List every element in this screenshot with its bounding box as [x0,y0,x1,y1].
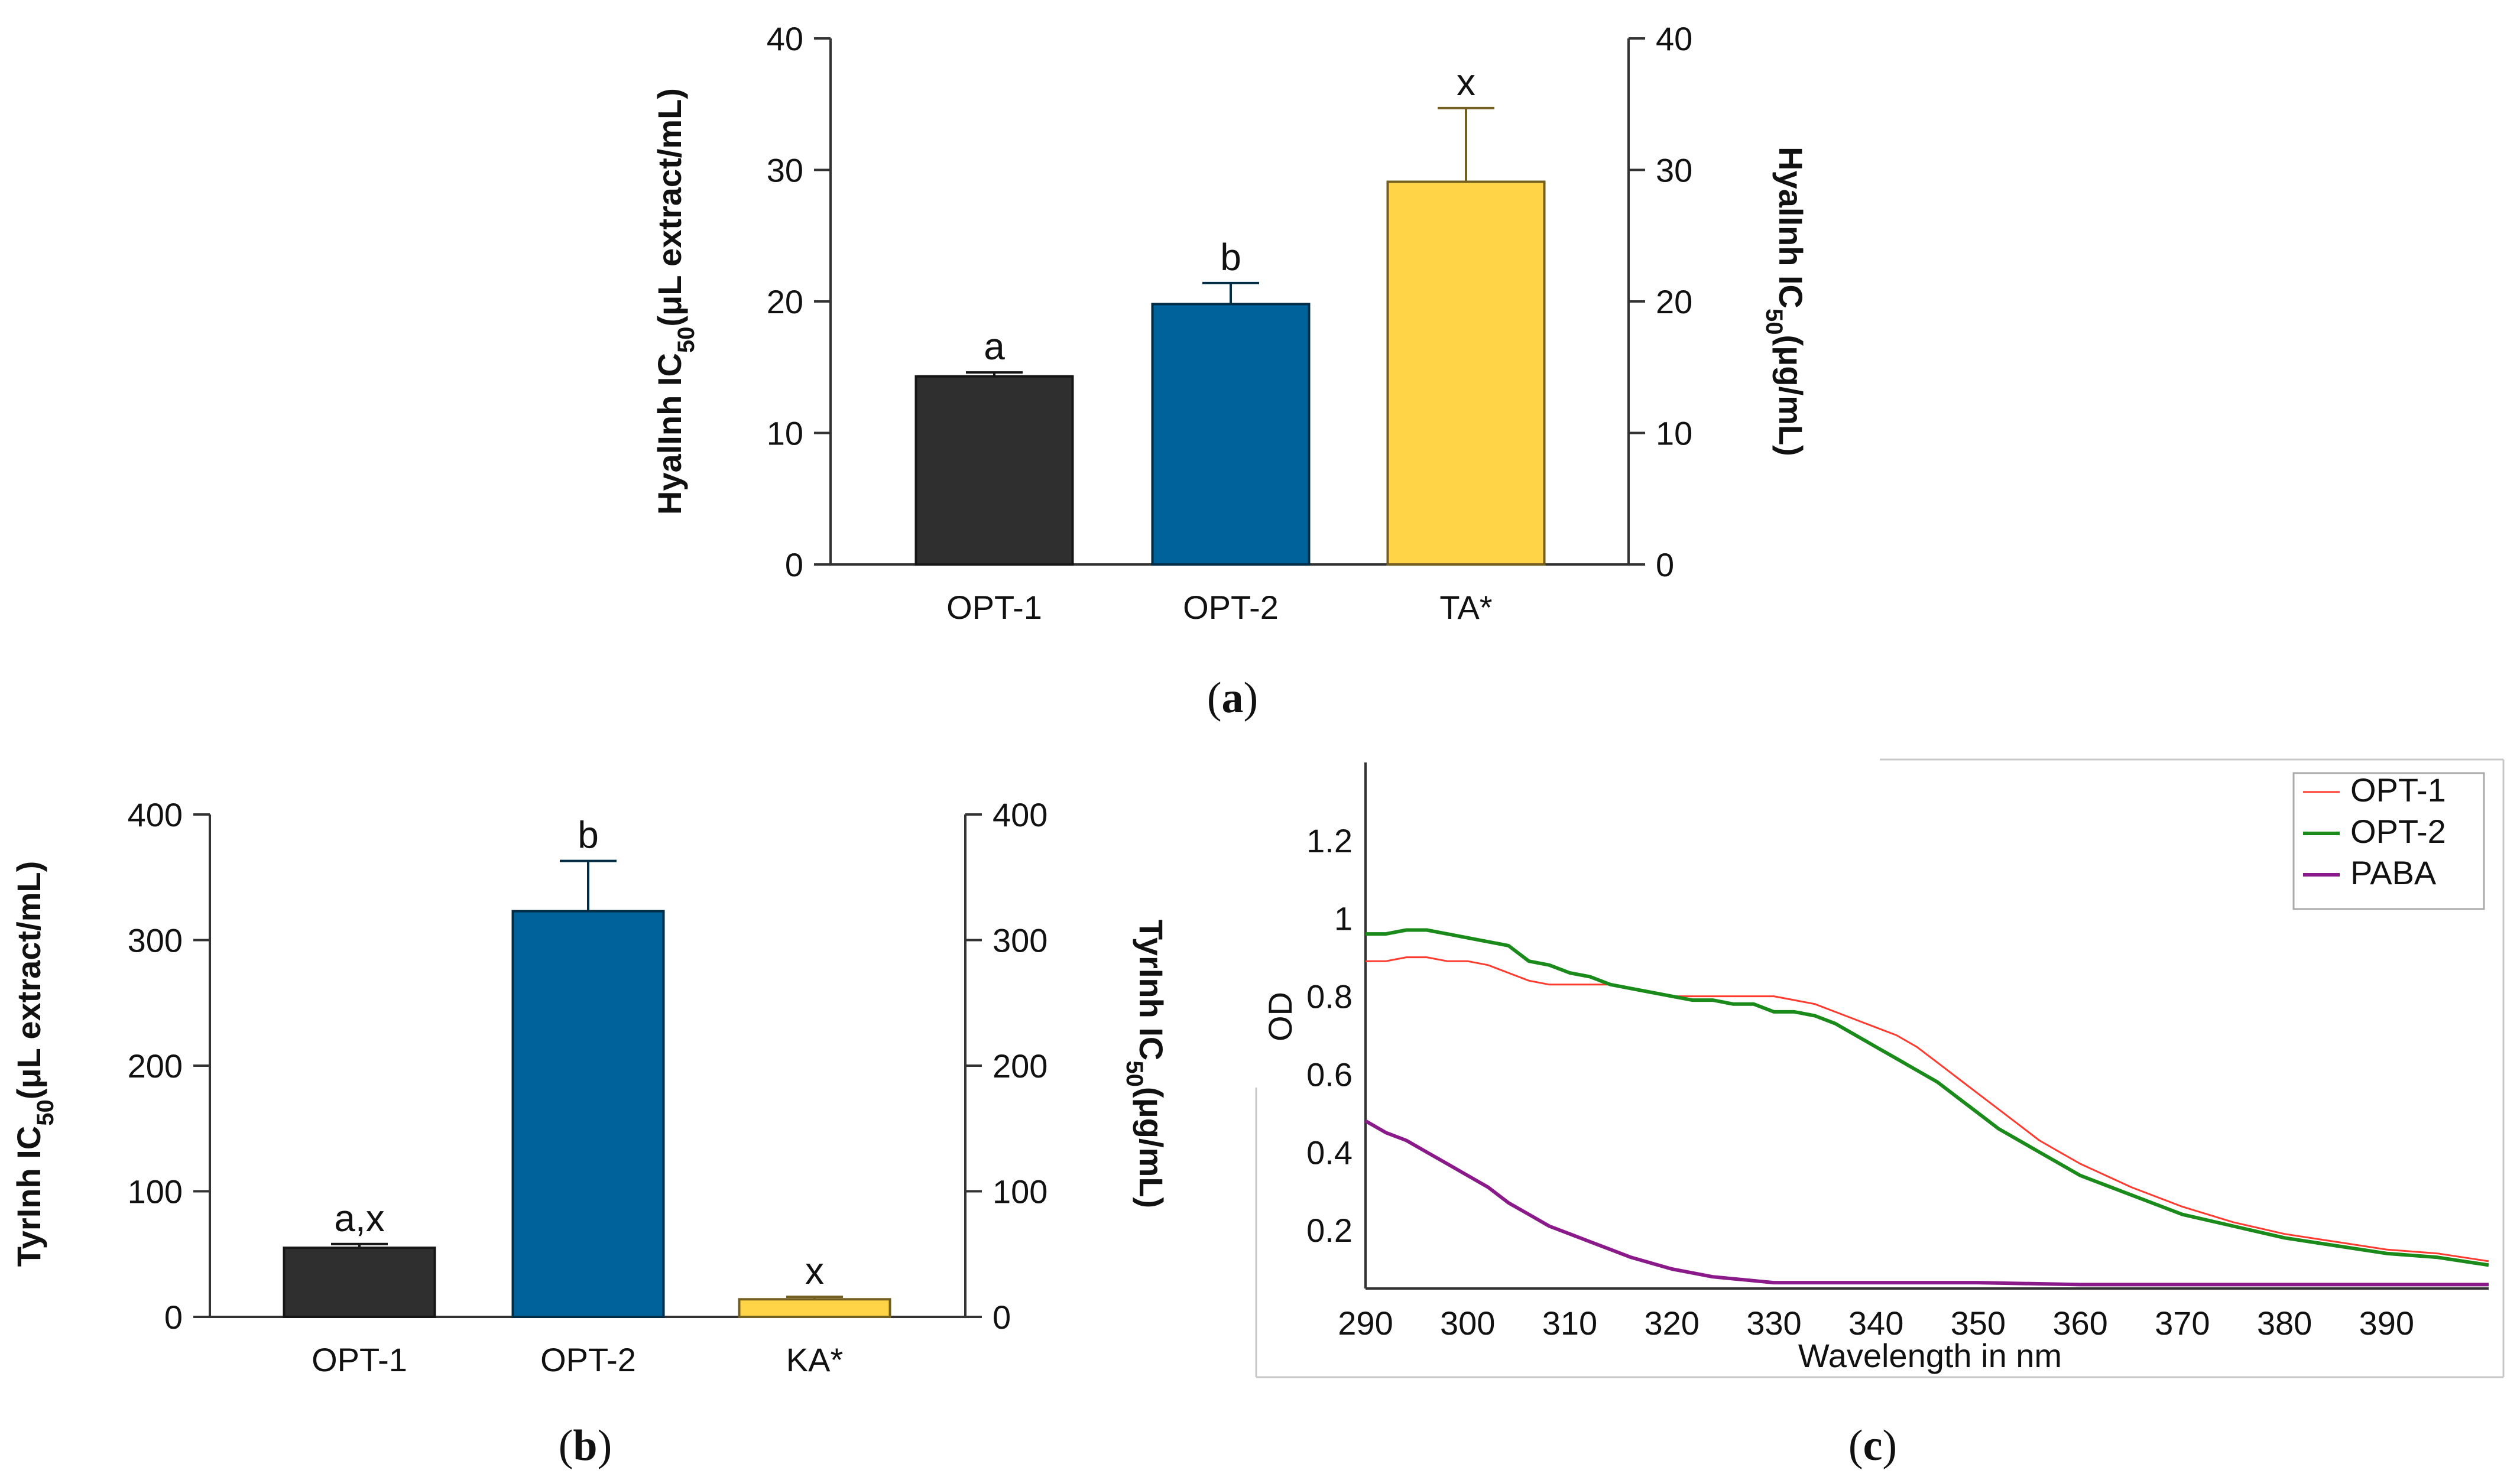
panel-a-bar-opt1 [914,375,1074,566]
panel-a-left-tick-label: 30 [767,152,803,189]
panel-b-significance-label: b [578,814,599,856]
panel-a-bar-opt2 [1151,303,1311,566]
panel-a-right-tick-label: 10 [1656,415,1692,452]
panel-a-right-tick-label: 30 [1656,152,1692,189]
panel-a-category-label: OPT-1 [946,589,1042,626]
panel-c-y-tick-label: 0.2 [1306,1212,1353,1249]
panel-c-xlabel: Wavelength in nm [1798,1337,2062,1374]
panel-b-left-tick-label: 100 [128,1173,183,1210]
panel-a-left-ylabel: HyalInh IC50(μL extract/mL) [651,88,699,515]
panel-a-category-label: OPT-2 [1183,589,1279,626]
panel-c-y-tick-label: 0.8 [1306,978,1353,1015]
panel-c-legend-label: OPT-1 [2350,771,2446,809]
panel-a-bar-ta [1386,180,1546,566]
panel-a-left-tick-label: 0 [785,546,803,583]
panel-b-left-tick-label: 300 [128,922,183,959]
panel-c-lines [1364,928,2489,1287]
panel-c-x-tick-label: 320 [1644,1304,1699,1342]
panel-a-category-label: TA* [1439,589,1492,626]
panel-b-left-tick-label: 200 [128,1047,183,1085]
panel-c-x-tick-label: 360 [2052,1304,2107,1342]
panel-c-ticks: 290 300 310 320 330 340 350 360 370 380 390 0.2 0.4 0… [1306,822,2414,1342]
panel-c-legend-label: OPT-2 [2350,813,2446,850]
panel-c-x-tick-label: 380 [2257,1304,2312,1342]
panel-b-left-tick-label: 0 [164,1299,183,1336]
panel-a-left-tick-label: 20 [767,283,803,320]
panel-b-right-ylabel: TyrInh IC50(μg/mL) [1121,920,1170,1208]
panel-c-x-tick-label: 390 [2359,1304,2414,1342]
panel-b-left-tick-label: 400 [128,796,183,833]
panel-c-x-tick-label: 350 [1951,1304,2006,1342]
panel-a-significance-label: x [1457,61,1475,103]
panel-a-significance-label: a [984,325,1005,368]
panel-c-y-tick-label: 0.4 [1306,1134,1353,1171]
panel-b-ticks: 0 0 100 100 200 200 300 300 400 400 [128,796,1048,1336]
panel-c-y-tick-label: 0.6 [1306,1056,1353,1093]
panel-b-right-tick-label: 0 [993,1299,1011,1336]
panel-b-bars: a,x OPT-1 b OPT-2 x KA* [283,814,891,1378]
panel-c-x-tick-label: 310 [1542,1304,1597,1342]
panel-a-significance-label: b [1220,236,1241,278]
panel-c-line-paba [1364,1119,2489,1287]
panel-b-category-label: OPT-2 [540,1341,636,1378]
panel-a-right-tick-label: 0 [1656,546,1674,583]
panel-c-y-tick-label: 1.2 [1306,822,1353,859]
panel-c-ylabel: OD [1261,992,1299,1041]
panel-a-right-tick-label: 20 [1656,283,1692,320]
panel-a-right-tick-label: 40 [1656,20,1692,57]
panel-a-right-ylabel: HyalInh IC50(μg/mL) [1761,147,1809,456]
panel-b-label: (b) [559,1421,612,1470]
panel-c-line-opt-2 [1366,928,2489,1267]
panel-c-line-opt-1 [1366,956,2489,1262]
panel-b-significance-label: a,x [334,1197,384,1239]
panel-b-right-tick-label: 400 [993,796,1047,833]
panel-b-category-label: OPT-1 [312,1341,407,1378]
panel-c-y-tick-label: 1 [1334,900,1353,937]
panel-a-left-tick-label: 40 [767,20,803,57]
panel-b-bar-ka [738,1298,891,1318]
panel-c-x-tick-label: 330 [1746,1304,1801,1342]
panel-c-legend-label: PABA [2350,854,2437,891]
panel-a-bars: a OPT-1 b OPT-2 x TA* [914,61,1546,626]
panel-a: 0 0 10 10 20 20 30 30 40 40 a OPT-1 b OPT-2 x TA* Hyal… [651,20,1809,722]
panel-c-legend-box [2292,772,2485,910]
panel-a-label: (a) [1207,674,1258,722]
panel-b-category-label: KA* [786,1341,844,1378]
panel-a-left-tick-label: 10 [767,415,803,452]
panel-b-left-ylabel: TyrInh IC50(μL extract/mL) [10,861,59,1267]
panel-c-legend: OPT-1 OPT-2 PABA [2292,771,2485,910]
panel-c-x-tick-label: 340 [1848,1304,1903,1342]
panel-b-right-tick-label: 300 [993,922,1047,959]
panel-b-bar-opt1 [283,1247,436,1318]
panel-b-right-tick-label: 200 [993,1047,1047,1085]
panel-b-significance-label: x [805,1249,824,1292]
panel-c: 290 300 310 320 330 340 350 360 370 380 390 0.2 0.4 0… [1255,758,2505,1470]
panel-c-frame [1255,758,2505,1378]
panel-c-x-tick-label: 290 [1338,1304,1393,1342]
panel-b-bar-opt2 [511,910,665,1318]
panel-a-ticks: 0 0 10 10 20 20 30 30 40 40 [767,20,1693,583]
panel-c-x-tick-label: 370 [2155,1304,2210,1342]
panel-c-label: (c) [1848,1421,1897,1470]
panel-b: 0 0 100 100 200 200 300 300 400 400 a,x OPT-1 b OPT-… [10,796,1170,1470]
panel-c-x-tick-label: 300 [1440,1304,1495,1342]
panel-b-right-tick-label: 100 [993,1173,1047,1210]
